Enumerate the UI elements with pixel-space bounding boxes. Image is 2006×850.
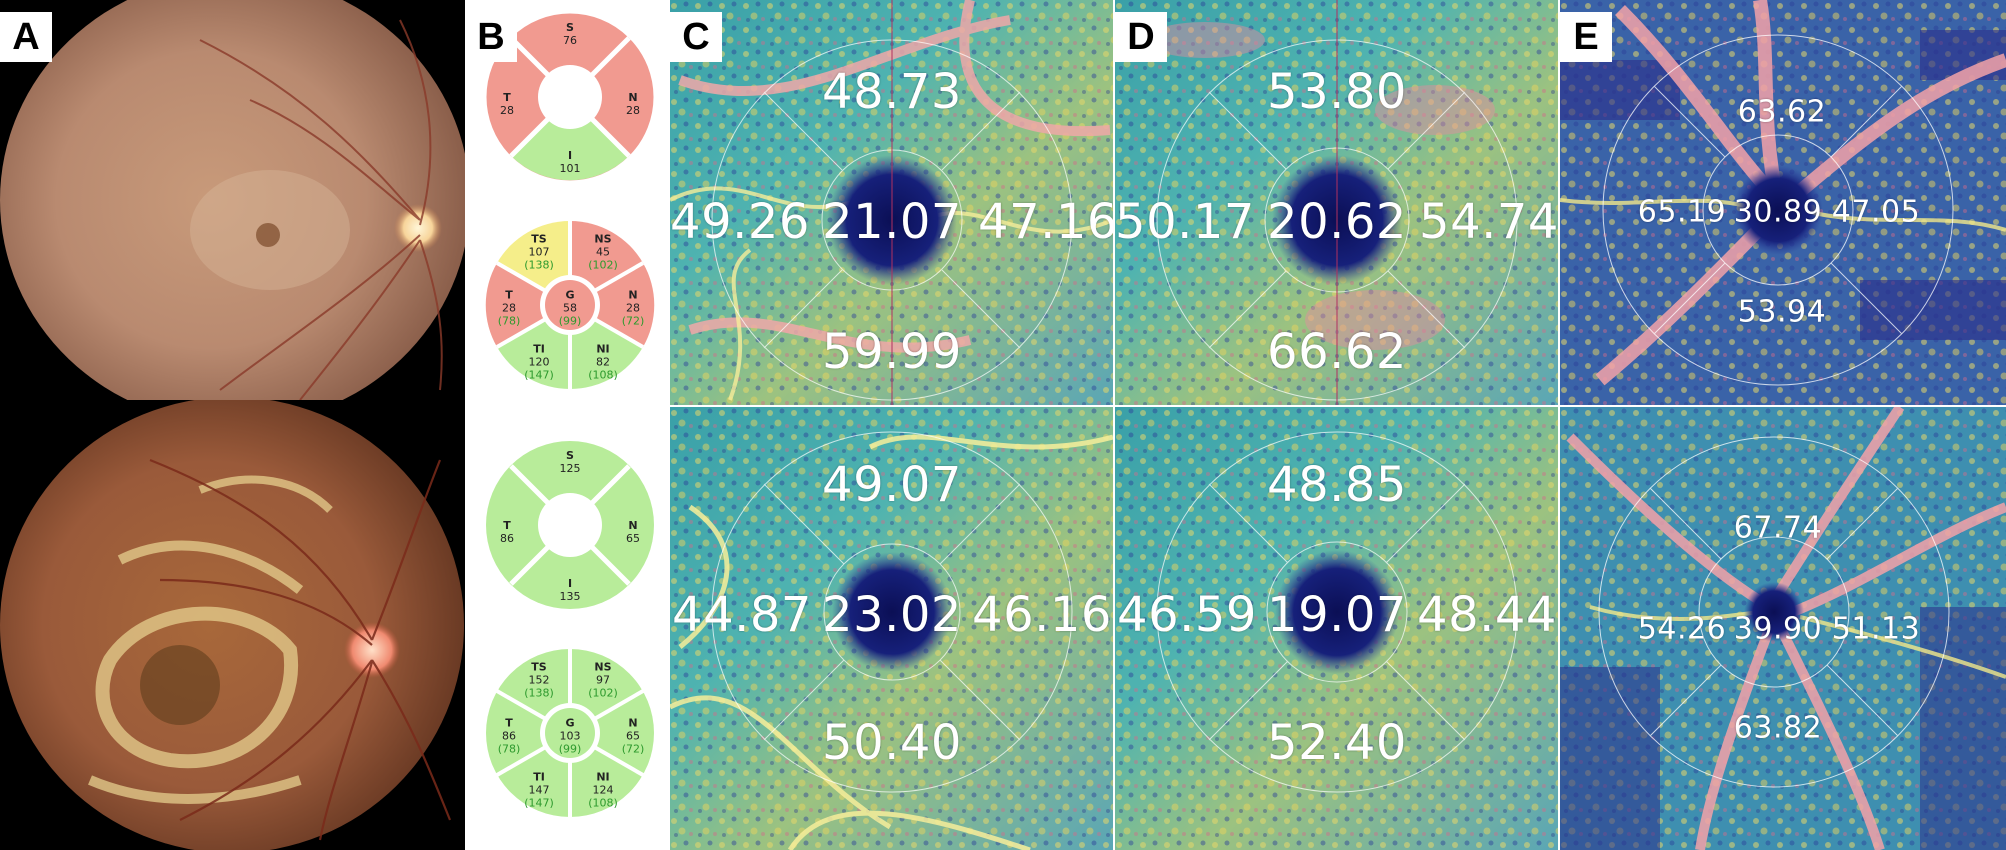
panel-a-label: A <box>0 12 52 62</box>
e-bottom-temporal: 54.26 <box>1637 611 1727 647</box>
gcl-top-ns: NS 45 (102) <box>588 232 618 272</box>
d-bottom-center: 19.07 <box>1267 587 1407 643</box>
rnfl-bottom-t: T 86 <box>500 519 514 545</box>
gcl-top-ni: NI 82 (108) <box>588 342 618 382</box>
octa-e-bottom: 67.74 54.26 39.90 51.13 63.82 <box>1560 407 2006 850</box>
c-bottom-temporal: 44.87 <box>672 587 812 643</box>
c-bottom-nasal: 46.16 <box>972 587 1112 643</box>
panel-d: D 53.80 50.17 20.62 54.74 66.62 <box>1115 0 1558 850</box>
c-top-inferior: 59.99 <box>822 324 962 380</box>
e-bottom-inferior: 63.82 <box>1733 710 1823 746</box>
c-top-center: 21.07 <box>822 194 962 250</box>
gcl-bottom-n: N 65 (72) <box>621 716 645 756</box>
gcl-bottom-ti: TI 147 (147) <box>524 770 554 810</box>
gcl-top-g: G 58 (99) <box>558 288 582 328</box>
rnfl-bottom-s: S 125 <box>559 449 581 475</box>
e-top-inferior: 53.94 <box>1737 294 1827 330</box>
octa-c-top: 48.73 49.26 21.07 47.16 59.99 <box>670 0 1113 405</box>
gcl-top-t: T 28 (78) <box>497 288 521 328</box>
c-top-nasal: 47.16 <box>978 194 1113 250</box>
octa-c-bottom: 49.07 44.87 23.02 46.16 50.40 <box>670 407 1113 850</box>
c-top-superior: 48.73 <box>822 64 962 120</box>
panel-b: B S 76 T 28 N 28 I 101 <box>465 0 670 850</box>
d-top-center: 20.62 <box>1267 194 1407 250</box>
gcl-bottom-ni: NI 124 (108) <box>588 770 618 810</box>
gcl-map-top: TS 107 (138) NS 45 (102) T 28 (78) G 58 (99) N 28… <box>473 208 667 402</box>
e-top-center: 30.89 <box>1733 194 1823 230</box>
e-bottom-nasal: 51.13 <box>1831 611 1921 647</box>
fundus-photo-bottom <box>0 400 465 850</box>
rnfl-top-s: S 76 <box>563 21 577 47</box>
gcl-top-n: N 28 (72) <box>621 288 645 328</box>
d-top-superior: 53.80 <box>1267 64 1407 120</box>
rnfl-top-n: N 28 <box>626 91 640 117</box>
d-top-inferior: 66.62 <box>1267 324 1407 380</box>
d-bottom-nasal: 48.44 <box>1417 587 1557 643</box>
rnfl-map-top: S 76 T 28 N 28 I 101 <box>473 0 667 194</box>
e-top-superior: 63.62 <box>1737 94 1827 130</box>
d-bottom-inferior: 52.40 <box>1267 715 1407 771</box>
gcl-bottom-g: G 103 (99) <box>558 716 582 756</box>
fundus-photo-top <box>0 0 465 400</box>
gcl-bottom-ts: TS 152 (138) <box>524 660 554 700</box>
rnfl-top-t: T 28 <box>500 91 514 117</box>
octa-e-top: 63.62 65.19 30.89 47.05 53.94 <box>1560 0 2006 405</box>
c-bottom-center: 23.02 <box>822 587 962 643</box>
d-top-nasal: 54.74 <box>1419 194 1558 250</box>
gcl-bottom-t: T 86 (78) <box>497 716 521 756</box>
e-bottom-superior: 67.74 <box>1733 510 1823 546</box>
gcl-top-ts: TS 107 (138) <box>524 232 554 272</box>
octa-d-bottom: 48.85 46.59 19.07 48.44 52.40 <box>1115 407 1558 850</box>
c-bottom-superior: 49.07 <box>822 457 962 513</box>
c-top-temporal: 49.26 <box>670 194 810 250</box>
panel-a: A <box>0 0 465 850</box>
gcl-bottom-ns: NS 97 (102) <box>588 660 618 700</box>
e-top-temporal: 65.19 <box>1637 194 1727 230</box>
panel-e: E <box>1560 0 2006 850</box>
rnfl-bottom-i: I 135 <box>559 577 581 603</box>
d-bottom-superior: 48.85 <box>1267 457 1407 513</box>
panel-d-label: D <box>1115 12 1167 62</box>
e-top-nasal: 47.05 <box>1831 194 1921 230</box>
panel-c: C 48.73 49.26 2 <box>670 0 1113 850</box>
e-bottom-center: 39.90 <box>1733 611 1823 647</box>
octa-d-top: 53.80 50.17 20.62 54.74 66.62 <box>1115 0 1558 405</box>
d-top-temporal: 50.17 <box>1115 194 1255 250</box>
panel-b-label: B <box>465 12 517 62</box>
gcl-top-ti: TI 120 (147) <box>524 342 554 382</box>
panel-c-label: C <box>670 12 722 62</box>
rnfl-map-bottom: S 125 T 86 N 65 I 135 <box>473 428 667 622</box>
rnfl-bottom-n: N 65 <box>626 519 640 545</box>
c-bottom-inferior: 50.40 <box>822 715 962 771</box>
panel-e-label: E <box>1560 12 1612 62</box>
d-bottom-temporal: 46.59 <box>1117 587 1257 643</box>
rnfl-top-i: I 101 <box>559 149 581 175</box>
